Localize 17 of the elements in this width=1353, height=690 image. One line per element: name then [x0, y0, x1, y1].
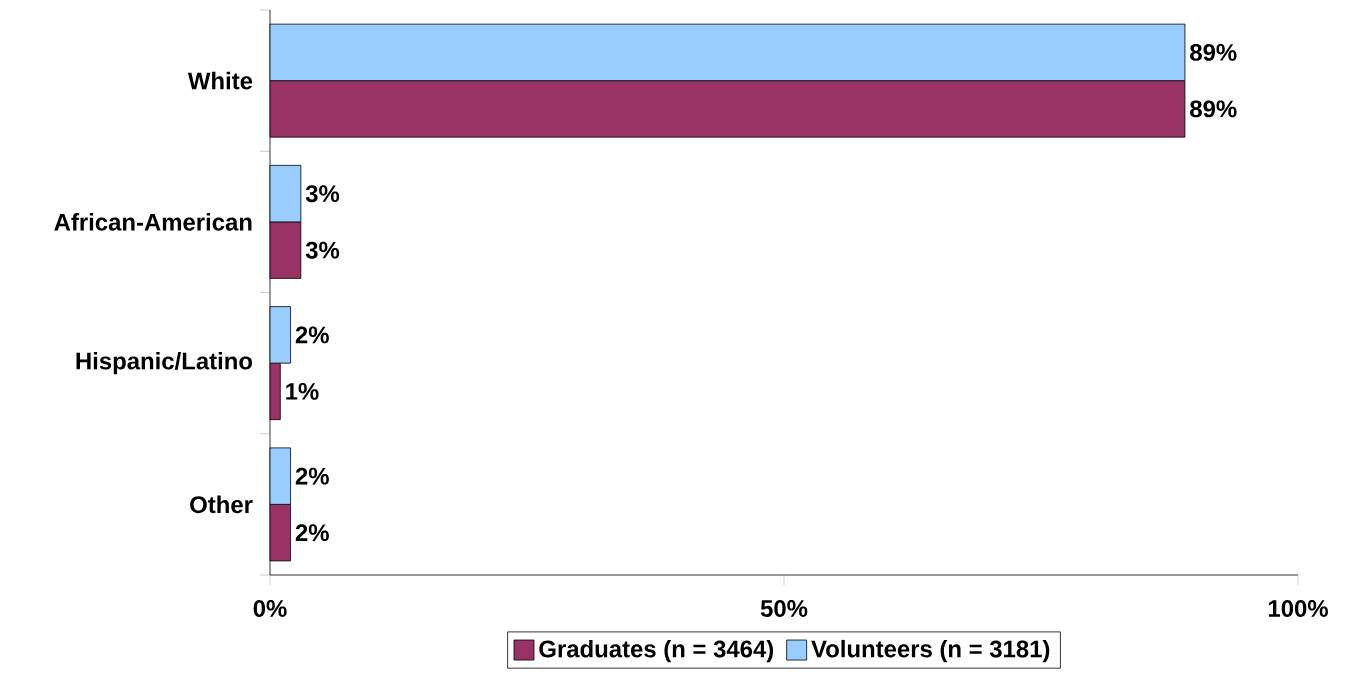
y-tick-label: Hispanic/Latino	[76, 352, 253, 375]
data-label: 1%	[286, 382, 319, 400]
data-label: 2%	[295, 467, 329, 485]
x-tick-label: 100%	[1268, 600, 1328, 617]
y-tick-label: White	[187, 71, 253, 90]
legend-label: Volunteers (n = 3181)	[811, 639, 1050, 663]
y-tick-label: African-American	[54, 213, 252, 231]
x-tick-label: 50%	[760, 600, 808, 617]
data-label: 89%	[1190, 43, 1237, 61]
data-label: 2%	[295, 326, 329, 344]
data-label: 3%	[305, 185, 340, 203]
legend-label: Graduates (n = 3464)	[539, 639, 774, 663]
y-tick-label: Other	[190, 495, 253, 514]
x-tick-label: 0%	[253, 600, 287, 617]
data-label: 3%	[305, 241, 340, 259]
data-label: 89%	[1190, 100, 1237, 118]
data-label: 2%	[295, 524, 329, 542]
